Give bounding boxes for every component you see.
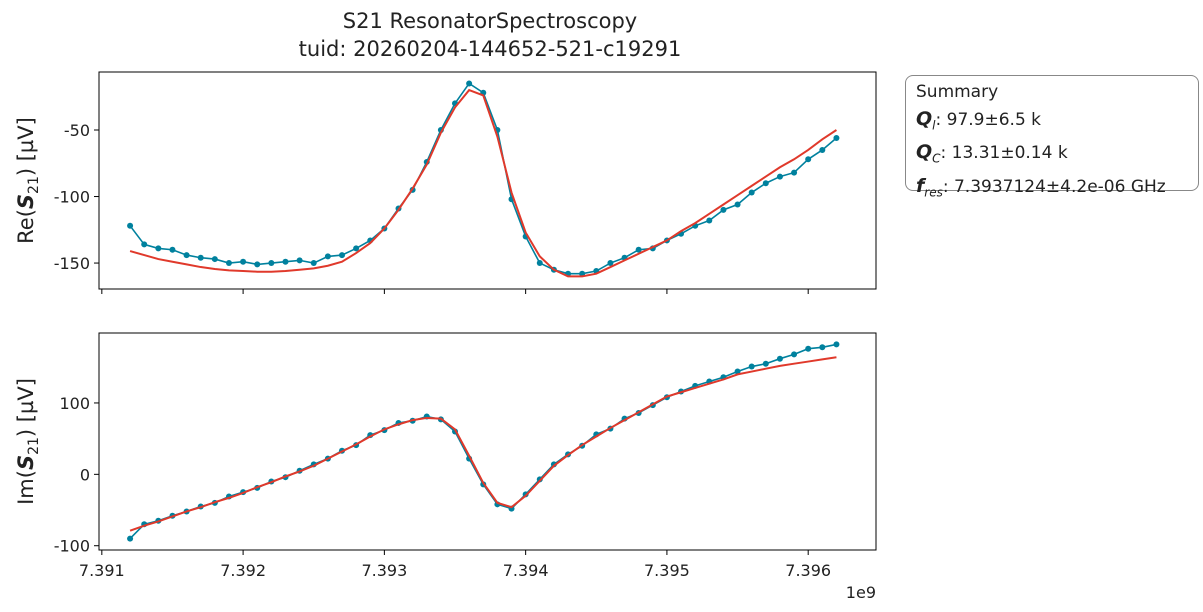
data-line <box>129 343 837 540</box>
summary-item-ql: Ql: 97.9±6.5 k <box>916 106 1188 139</box>
data-point <box>353 245 360 252</box>
x-tick-label: 7.391 <box>79 561 125 580</box>
y-label-sub: 21 <box>26 176 42 194</box>
data-point <box>197 254 204 261</box>
data-point <box>762 180 769 187</box>
fit-line <box>129 88 837 278</box>
data-point <box>833 341 840 348</box>
summary-symbol: f <box>916 174 925 197</box>
data-point <box>805 156 812 163</box>
y-label-sub: 21 <box>26 437 42 455</box>
data-point <box>748 189 755 196</box>
y-tick-label: -100 <box>54 537 90 556</box>
data-point <box>183 252 190 259</box>
y-tick-label: 100 <box>59 394 90 413</box>
data-point <box>282 258 289 265</box>
chart-title: S21 ResonatorSpectroscopy <box>343 9 637 33</box>
x-tick-label: 7.395 <box>644 561 690 580</box>
data-point <box>635 246 642 253</box>
data-point <box>734 201 741 208</box>
y-tick-label: -50 <box>64 121 90 140</box>
summary-value: : 7.3937124±4.2e-06 GHz <box>942 176 1166 197</box>
summary-title: Summary <box>916 82 999 102</box>
data-point <box>819 146 826 153</box>
data-point <box>762 360 769 367</box>
y-label-prefix: Im( <box>14 470 38 505</box>
data-point <box>141 241 148 248</box>
data-point <box>791 169 798 176</box>
data-point <box>127 222 134 229</box>
data-point <box>607 260 614 267</box>
fit-line <box>129 356 837 532</box>
summary-value: : 97.9±6.5 k <box>935 110 1042 130</box>
data-point <box>734 368 741 375</box>
data-point <box>169 246 176 253</box>
data-point <box>211 256 218 263</box>
y-tick-label: -150 <box>54 254 90 273</box>
data-point <box>296 257 303 264</box>
y-label-prefix: Re( <box>14 209 38 244</box>
panel-imag: 100 0 -100 7.391 7.392 7.393 7.394 7.395 7.396 1e… <box>14 332 877 602</box>
data-point <box>127 535 134 542</box>
axes-frame <box>98 332 877 551</box>
y-tick-label: 0 <box>80 465 90 484</box>
y-axis-label: Re(S21) [µV] <box>14 117 42 244</box>
data-line <box>129 82 837 275</box>
data-point <box>466 80 473 87</box>
y-tick-label: -100 <box>54 188 90 207</box>
data-point <box>776 173 783 180</box>
summary-symbol: Q <box>916 141 933 164</box>
x-tick-label: 7.393 <box>361 561 407 580</box>
y-label-suffix: ) [µV] <box>14 378 38 437</box>
data-point <box>338 252 345 259</box>
data-point <box>225 260 232 267</box>
summary-subscript: res <box>924 185 943 200</box>
data-point <box>254 261 261 268</box>
data-point <box>155 245 162 252</box>
y-label-suffix: ) [µV] <box>14 117 38 176</box>
data-point <box>720 206 727 213</box>
y-label-var: S <box>14 194 38 209</box>
y-label-var: S <box>14 455 38 470</box>
summary-symbol: Q <box>916 108 933 130</box>
data-point <box>776 355 783 362</box>
data-point <box>819 344 826 351</box>
data-point <box>268 260 275 267</box>
summary-value: : 13.31±0.14 k <box>940 143 1068 164</box>
data-point <box>324 253 331 260</box>
x-tick-label: 7.394 <box>503 561 549 580</box>
x-tick-label: 7.396 <box>785 561 831 580</box>
data-point <box>310 260 317 267</box>
summary-subscript: C <box>932 151 941 166</box>
x-tick-label: 7.392 <box>220 561 266 580</box>
data-point <box>748 363 755 370</box>
data-point <box>833 134 840 141</box>
summary-item-qc: QC: 13.31±0.14 k <box>916 139 1188 172</box>
data-point <box>805 345 812 352</box>
data-point <box>791 351 798 358</box>
data-point <box>706 217 713 224</box>
summary-subscript: l <box>932 118 936 133</box>
summary-item-fres: fres: 7.3937124±4.2e-06 GHz <box>916 173 1188 206</box>
x-offset-label: 1e9 <box>846 583 876 602</box>
axes-frame <box>98 71 877 290</box>
summary-legend: Summary Ql: 97.9±6.5 k QC: 13.31±0.14 k … <box>905 75 1199 199</box>
y-axis-label: Im(S21) [µV] <box>14 378 42 505</box>
data-point <box>536 260 543 267</box>
data-point <box>240 258 247 265</box>
chart-subtitle: tuid: 20260204-144652-521-c19291 <box>299 37 682 61</box>
panel-real: -50 -100 -150 Re(S21) [µV] <box>14 71 877 294</box>
